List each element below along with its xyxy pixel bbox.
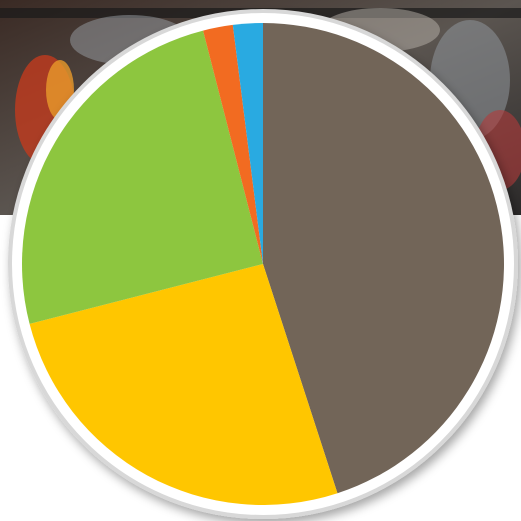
- pie-slice: [21, 30, 264, 324]
- pie: [21, 23, 505, 506]
- pie-slice: [263, 23, 505, 494]
- pie-slice: [232, 23, 263, 264]
- pie-slice: [29, 264, 338, 506]
- pie-slice: [203, 24, 263, 264]
